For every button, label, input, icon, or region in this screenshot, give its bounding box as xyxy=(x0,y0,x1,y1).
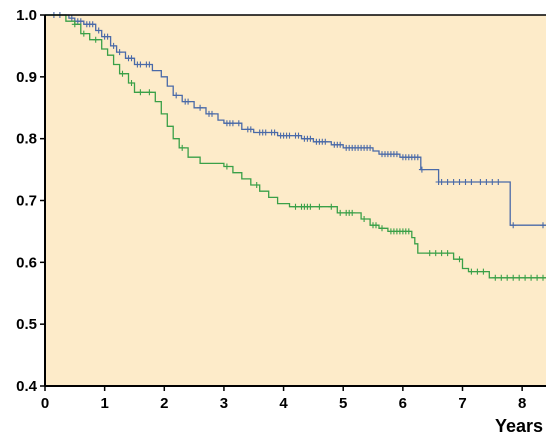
series-1-censor-mark xyxy=(95,27,102,34)
series-1-censor-mark xyxy=(116,49,123,56)
y-tick-label: 0.7 xyxy=(16,193,37,210)
series-1-censor-mark xyxy=(462,179,469,185)
series-1-censor-mark xyxy=(418,166,425,173)
series-1-censor-mark xyxy=(444,179,451,185)
series-1-censor-mark xyxy=(483,179,490,185)
series-2-censor-mark xyxy=(119,70,126,77)
series-1-censor-mark xyxy=(495,179,502,185)
series-2-censor-mark xyxy=(328,203,335,210)
series-1-censor-mark xyxy=(104,33,111,40)
series-2-censor-mark xyxy=(80,30,87,37)
series-layer xyxy=(45,12,546,281)
series-1-censor-mark xyxy=(414,154,421,161)
axes-layer: 0 1 2 3 4 5 6 7 8 0.4 0.5 0.6 0.7 0.8 0.9 1.0 xyxy=(16,7,546,412)
series-2-censor-mark xyxy=(373,222,379,229)
series-1-censor-mark xyxy=(337,141,344,148)
x-tick-label: 4 xyxy=(279,395,288,412)
series-1-censor-mark xyxy=(209,110,215,117)
series-2-censor-mark xyxy=(480,268,487,275)
series-1-censor-mark xyxy=(271,129,278,136)
series-1-censor-mark xyxy=(307,135,314,142)
x-tick-label: 7 xyxy=(458,395,466,412)
y-tick-label: 1.0 xyxy=(16,7,37,24)
series-1-censor-mark xyxy=(229,120,236,127)
series-2-censor-mark xyxy=(444,250,451,257)
series-1-censor-mark xyxy=(68,15,75,22)
series-1-censor-mark xyxy=(110,42,117,49)
x-tick-label: 2 xyxy=(160,395,168,412)
series-2-censor-mark xyxy=(92,36,99,43)
series-2-line xyxy=(45,14,546,279)
series-1-censor-mark xyxy=(128,55,135,62)
series-2-censor-mark xyxy=(432,250,439,257)
y-tick-label: 0.5 xyxy=(16,316,37,333)
series-1-censor-mark xyxy=(477,179,484,185)
series-1-censor-mark xyxy=(197,104,204,111)
series-1-censor-mark xyxy=(89,21,96,28)
y-tick-label: 0.4 xyxy=(16,378,38,395)
series-2-censor-mark xyxy=(504,274,511,281)
series-2-censor-mark xyxy=(307,203,314,210)
series-1-censor-mark xyxy=(137,61,144,68)
series-2-censor-mark xyxy=(179,144,186,151)
series-2-censor-mark xyxy=(468,268,475,275)
series-2-censor-mark xyxy=(405,228,412,235)
series-1-censor-mark xyxy=(489,179,496,185)
series-2-censor-mark xyxy=(474,268,481,275)
series-2-censor-mark xyxy=(522,274,529,281)
series-1-censor-mark xyxy=(173,92,180,99)
series-2-censor-mark xyxy=(292,203,299,210)
series-1-censor-mark xyxy=(468,179,475,185)
series-1-censor-mark xyxy=(235,120,242,127)
x-tick-label: 6 xyxy=(399,395,407,412)
x-tick-label: 0 xyxy=(41,395,49,412)
series-1-censor-mark xyxy=(367,144,374,151)
series-2-censor-mark xyxy=(510,274,517,281)
series-2-censor-mark xyxy=(71,21,78,28)
series-2-censor-mark xyxy=(516,274,523,281)
x-tick-label: 8 xyxy=(518,395,526,412)
series-1-censor-mark xyxy=(185,98,192,105)
series-2-censor-mark xyxy=(379,225,385,232)
series-1-censor-mark xyxy=(450,179,457,185)
x-axis-title: Years xyxy=(495,416,543,436)
series-2-censor-mark xyxy=(137,89,144,96)
series-1-censor-mark xyxy=(295,132,302,139)
series-2-censor-mark xyxy=(361,216,368,222)
y-tick-label: 0.6 xyxy=(16,254,37,271)
series-2-censor-mark xyxy=(337,209,344,216)
series-2-censor-mark xyxy=(492,274,499,281)
series-1-censor-mark xyxy=(146,61,153,68)
series-2-censor-mark xyxy=(223,163,230,170)
series-2-censor-mark xyxy=(146,89,153,96)
series-2-censor-mark xyxy=(456,256,463,263)
series-1-censor-mark xyxy=(262,129,269,136)
series-2-censor-mark xyxy=(349,209,356,216)
series-1-censor-mark xyxy=(438,179,445,185)
series-2-censor-mark xyxy=(253,182,260,188)
series-1-censor-mark xyxy=(456,179,463,185)
series-1-censor-mark xyxy=(247,126,254,133)
series-1-censor-mark xyxy=(286,132,293,139)
series-2-censor-mark xyxy=(528,274,535,281)
series-1-censor-mark xyxy=(77,18,84,25)
series-2-censor-mark xyxy=(316,203,323,210)
series-2-censor-mark xyxy=(128,80,135,86)
series-2-censor-mark xyxy=(534,274,541,281)
series-2-censor-mark xyxy=(498,274,505,281)
x-tick-label: 3 xyxy=(220,395,228,412)
series-2-censor-mark xyxy=(426,250,433,257)
series-1-censor-mark xyxy=(510,222,517,229)
y-tick-label: 0.8 xyxy=(16,131,37,148)
y-tick-label: 0.9 xyxy=(16,69,37,86)
series-2-censor-mark xyxy=(540,274,546,281)
series-1-censor-mark xyxy=(393,151,400,158)
x-tick-label: 5 xyxy=(339,395,347,412)
series-2-censor-mark xyxy=(438,250,445,257)
series-1-censor-mark xyxy=(540,222,546,229)
x-tick-label: 1 xyxy=(100,395,108,412)
series-1-censor-mark xyxy=(322,138,329,145)
